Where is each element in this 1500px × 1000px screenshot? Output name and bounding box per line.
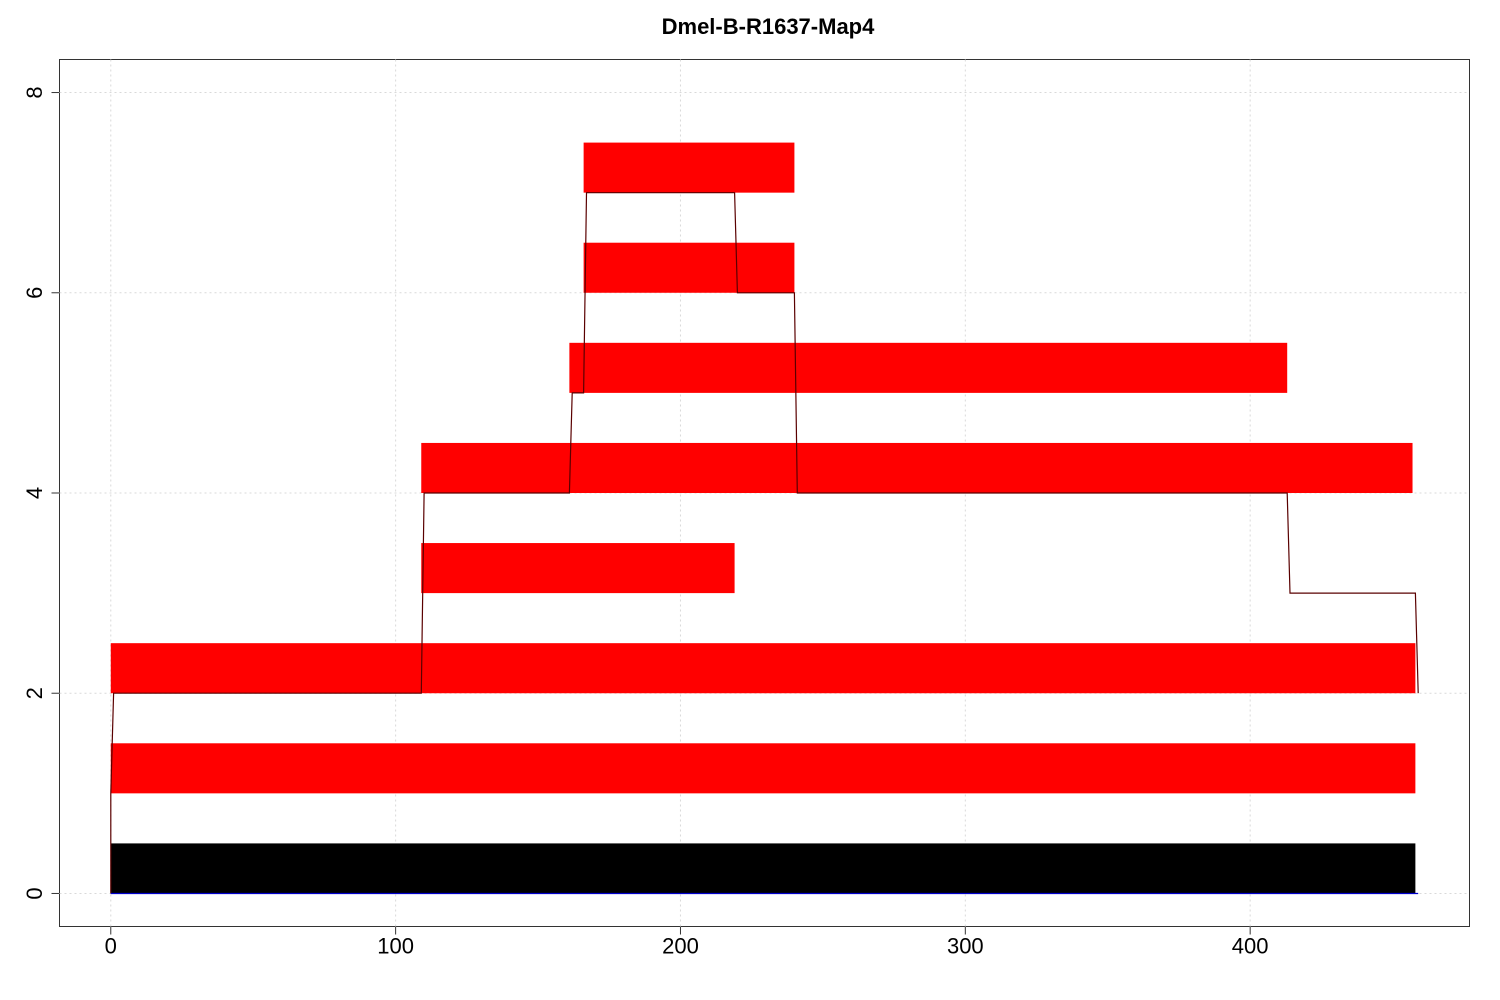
y-tick-label: 0 — [22, 887, 47, 899]
bar-segment — [583, 142, 795, 193]
lines-group — [110, 192, 1419, 895]
bar-segment — [110, 843, 1416, 894]
y-tick-label: 6 — [22, 287, 47, 299]
y-tick-label: 4 — [22, 487, 47, 499]
bar-segment — [110, 743, 1416, 794]
bar-segment — [421, 543, 735, 594]
bar-segment — [421, 442, 1413, 493]
bars-group — [110, 142, 1416, 894]
x-tick-label: 100 — [377, 934, 414, 959]
axes-group: 0 100 200 300 400 0 2 4 6 8 — [22, 86, 1269, 958]
coverage-line — [110, 192, 1419, 894]
bar-segment — [110, 643, 1416, 694]
chart-title: Dmel-B-R1637-Map4 — [661, 14, 875, 39]
x-tick-label: 0 — [105, 934, 117, 959]
bar-segment — [569, 342, 1288, 393]
y-tick-label: 2 — [22, 687, 47, 699]
x-tick-label: 300 — [947, 934, 984, 959]
y-tick-label: 8 — [22, 86, 47, 98]
bar-segment — [583, 242, 795, 293]
x-tick-label: 200 — [662, 934, 699, 959]
x-tick-label: 400 — [1232, 934, 1269, 959]
